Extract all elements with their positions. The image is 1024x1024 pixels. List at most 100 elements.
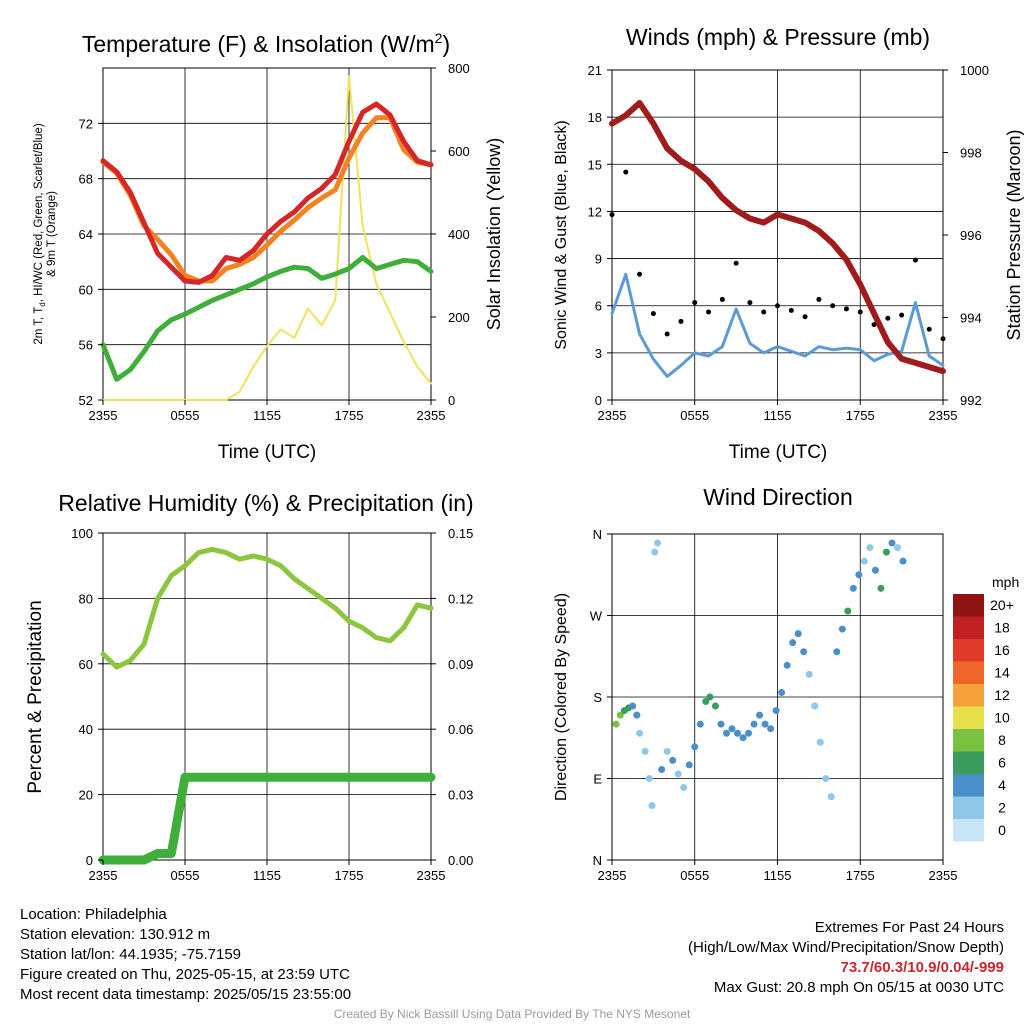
y2-tick-label: 0.12	[448, 591, 473, 606]
y2-tick-label: 996	[960, 228, 982, 243]
y-tick-label: 60	[79, 657, 93, 672]
gust-point	[637, 271, 643, 277]
gust-point	[885, 315, 891, 321]
humidity-title: Relative Humidity (%) & Precipitation (i…	[58, 490, 473, 516]
colorbar-label: 0	[998, 822, 1006, 838]
gust-point	[775, 303, 780, 309]
x-tick-label: 1755	[335, 408, 364, 423]
colorbar-swatch	[953, 616, 984, 639]
colorbar-title: mph	[992, 574, 1019, 590]
direction-point	[893, 544, 901, 552]
y-tick-label: 60	[79, 282, 93, 297]
gust-point	[816, 296, 822, 302]
extremes-title: Extremes For Past 24 Hours	[814, 919, 1004, 936]
direction-panel: Wind Direction 2355 0555 1155 1755 2355NESWN…	[553, 484, 1019, 883]
direction-point	[767, 725, 775, 733]
temperature-ylabel-left-line2: & 9m T (Orange)	[46, 191, 58, 277]
direction-point	[654, 539, 662, 547]
direction-point	[761, 720, 769, 728]
direction-point	[728, 725, 736, 733]
y2-tick-label: 998	[960, 146, 982, 161]
winds-ylabel-left: Sonic Wind & Gust (Blue, Black)	[553, 120, 570, 349]
colorbar-label: 10	[994, 710, 1010, 726]
y-tick-label: 80	[79, 591, 93, 606]
colorbar-label: 20+	[990, 597, 1014, 613]
direction-point	[711, 702, 719, 710]
y-tick-label: 9	[595, 252, 602, 267]
gust-point	[830, 303, 836, 309]
direction-point	[805, 670, 813, 678]
direction-point	[833, 648, 841, 656]
y-tick-label: 40	[79, 722, 93, 737]
station-info: Location: Philadelphia Station elevation…	[20, 905, 351, 1005]
y-tick-label: 100	[71, 526, 93, 541]
gust-point	[871, 322, 877, 328]
gust-point	[706, 309, 712, 315]
gust-point	[788, 307, 794, 313]
colorbar-label: 6	[998, 755, 1006, 771]
gust-point	[719, 296, 725, 302]
direction-point	[899, 557, 907, 565]
direction-point	[648, 802, 656, 810]
direction-point	[685, 761, 693, 769]
y-tick-label: 21	[588, 63, 602, 78]
direction-point	[838, 625, 846, 633]
y2-tick-label: 0	[448, 393, 455, 408]
y-tick-label: E	[593, 772, 602, 787]
y2-tick-label: 400	[448, 227, 470, 242]
colorbar-label: 4	[998, 777, 1006, 793]
winds-ylabel-right: Station Pressure (Maroon)	[1004, 129, 1024, 340]
pressure-line	[609, 100, 946, 375]
direction-ylabel-left: Direction (Colored By Speed)	[553, 593, 570, 801]
direction-point	[816, 738, 824, 746]
x-tick-label: 2355	[89, 408, 118, 423]
direction-point	[789, 639, 797, 647]
x-tick-label: 1155	[253, 408, 281, 423]
temperature-xlabel: Time (UTC)	[218, 442, 317, 463]
direction-point	[706, 693, 714, 701]
precipitation-line	[98, 772, 436, 865]
gust-point	[733, 260, 739, 266]
y2-tick-label: 0.09	[448, 657, 473, 672]
temperature-ylabel-right: Solar Insolation (Yellow)	[484, 138, 504, 330]
y-tick-label: 20	[79, 788, 93, 803]
y-tick-label: N	[593, 527, 602, 542]
colorbar-label: 8	[998, 732, 1006, 748]
colorbar-label: 14	[994, 665, 1010, 681]
direction-point	[849, 584, 857, 592]
y-tick-label: 15	[588, 157, 602, 172]
temperature-panel: Temperature (F) & Insolation (W/m2) 2355…	[33, 30, 504, 463]
station-latlon: Station lat/lon: 44.1935; -75.7159	[20, 946, 242, 963]
direction-point	[702, 698, 710, 706]
winds-panel: Winds (mph) & Pressure (mb) 2355 0555 1155…	[553, 24, 1024, 463]
direction-point	[877, 584, 885, 592]
y2-tick-label: 1000	[960, 63, 989, 78]
y2-tick-label: 994	[960, 311, 982, 326]
y-tick-label: 72	[79, 116, 93, 131]
gust-point	[857, 309, 863, 315]
station-location: Location: Philadelphia	[20, 906, 167, 923]
x-tick-label: 1755	[846, 868, 875, 883]
colorbar-swatch	[953, 819, 984, 842]
direction-point	[722, 729, 730, 737]
direction-point	[844, 607, 852, 615]
y2-tick-label: 992	[960, 393, 982, 408]
gust-point	[650, 311, 656, 317]
direction-point	[871, 566, 879, 574]
colorbar-swatch	[953, 796, 984, 819]
direction-point	[855, 571, 863, 579]
direction-point	[658, 765, 666, 773]
y-tick-label: 68	[79, 172, 93, 187]
humidity-panel: Relative Humidity (%) & Precipitation (i…	[25, 490, 474, 883]
y-tick-label: 3	[595, 346, 602, 361]
direction-point	[651, 548, 659, 556]
x-tick-label: 0555	[680, 868, 709, 883]
x-tick-label: 2355	[598, 408, 627, 423]
extremes-subtitle: (High/Low/Max Wind/Precipitation/Snow De…	[688, 939, 1004, 956]
gust-point	[747, 300, 753, 306]
y-tick-label: W	[590, 609, 603, 624]
gust-point	[926, 326, 932, 332]
direction-point	[778, 688, 786, 696]
x-tick-label: 2355	[929, 408, 958, 423]
